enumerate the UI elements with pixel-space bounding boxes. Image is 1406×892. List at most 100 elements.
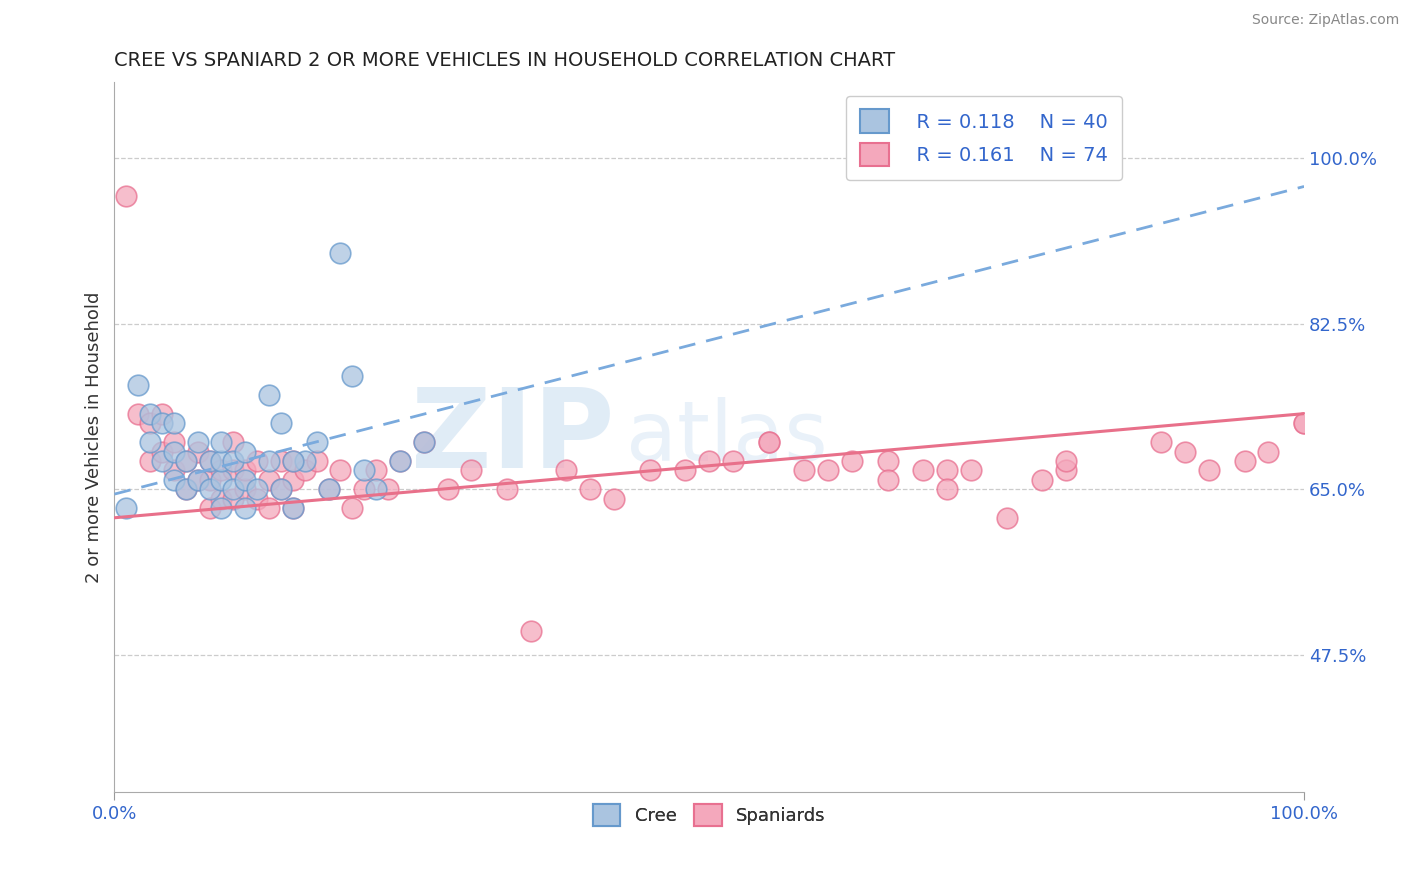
Point [412, 435, 434, 450]
Point [257, 501, 280, 516]
Point [318, 483, 340, 497]
Point [697, 454, 720, 468]
Point [115, 501, 138, 516]
Point [603, 491, 626, 506]
Point [233, 444, 256, 458]
Point [150, 416, 173, 430]
Point [281, 473, 304, 487]
Point [187, 473, 209, 487]
Point [555, 463, 578, 477]
Point [1174, 444, 1197, 458]
Point [270, 454, 292, 468]
Y-axis label: 2 or more Vehicles in Household: 2 or more Vehicles in Household [86, 292, 103, 583]
Point [758, 435, 780, 450]
Point [579, 483, 602, 497]
Point [257, 473, 280, 487]
Point [520, 624, 543, 639]
Point [294, 454, 316, 468]
Point [222, 435, 245, 450]
Point [198, 473, 221, 487]
Point [1031, 473, 1053, 487]
Text: CREE VS SPANIARD 2 OR MORE VEHICLES IN HOUSEHOLD CORRELATION CHART: CREE VS SPANIARD 2 OR MORE VEHICLES IN H… [114, 51, 896, 70]
Point [246, 454, 269, 468]
Point [305, 435, 328, 450]
Point [353, 463, 375, 477]
Point [127, 407, 149, 421]
Point [246, 491, 269, 506]
Point [912, 463, 935, 477]
Point [211, 491, 233, 506]
Point [388, 454, 411, 468]
Point [305, 454, 328, 468]
Point [496, 483, 519, 497]
Point [793, 463, 815, 477]
Point [187, 473, 209, 487]
Point [876, 454, 898, 468]
Point [222, 463, 245, 477]
Point [638, 463, 661, 477]
Point [233, 483, 256, 497]
Point [139, 416, 162, 430]
Point [936, 483, 959, 497]
Point [1054, 454, 1077, 468]
Point [270, 416, 292, 430]
Point [281, 501, 304, 516]
Point [174, 483, 197, 497]
Point [150, 444, 173, 458]
Point [211, 501, 233, 516]
Point [246, 483, 269, 497]
Point [211, 454, 233, 468]
Point [281, 501, 304, 516]
Point [412, 435, 434, 450]
Point [139, 454, 162, 468]
Point [174, 483, 197, 497]
Point [436, 483, 458, 497]
Point [960, 463, 983, 477]
Point [1198, 463, 1220, 477]
Point [1294, 416, 1316, 430]
Point [257, 388, 280, 402]
Point [329, 463, 352, 477]
Point [1294, 416, 1316, 430]
Text: ZIP: ZIP [411, 384, 614, 491]
Point [817, 463, 839, 477]
Point [876, 473, 898, 487]
Text: Source: ZipAtlas.com: Source: ZipAtlas.com [1251, 13, 1399, 28]
Text: atlas: atlas [626, 397, 828, 478]
Point [1150, 435, 1173, 450]
Point [721, 454, 744, 468]
Point [1257, 444, 1279, 458]
Point [995, 510, 1018, 524]
Point [163, 444, 186, 458]
Point [174, 454, 197, 468]
Point [675, 463, 697, 477]
Point [222, 483, 245, 497]
Point [187, 444, 209, 458]
Point [377, 483, 399, 497]
Point [163, 473, 186, 487]
Point [318, 483, 340, 497]
Point [198, 454, 221, 468]
Point [936, 463, 959, 477]
Point [460, 463, 482, 477]
Point [211, 473, 233, 487]
Point [366, 463, 388, 477]
Point [329, 245, 352, 260]
Point [257, 454, 280, 468]
Point [1233, 454, 1256, 468]
Point [198, 454, 221, 468]
Point [198, 483, 221, 497]
Point [758, 435, 780, 450]
Point [150, 407, 173, 421]
Point [270, 483, 292, 497]
Point [163, 435, 186, 450]
Point [270, 483, 292, 497]
Point [342, 501, 364, 516]
Point [841, 454, 863, 468]
Point [187, 435, 209, 450]
Point [281, 454, 304, 468]
Point [388, 454, 411, 468]
Point [222, 491, 245, 506]
Point [150, 454, 173, 468]
Point [353, 483, 375, 497]
